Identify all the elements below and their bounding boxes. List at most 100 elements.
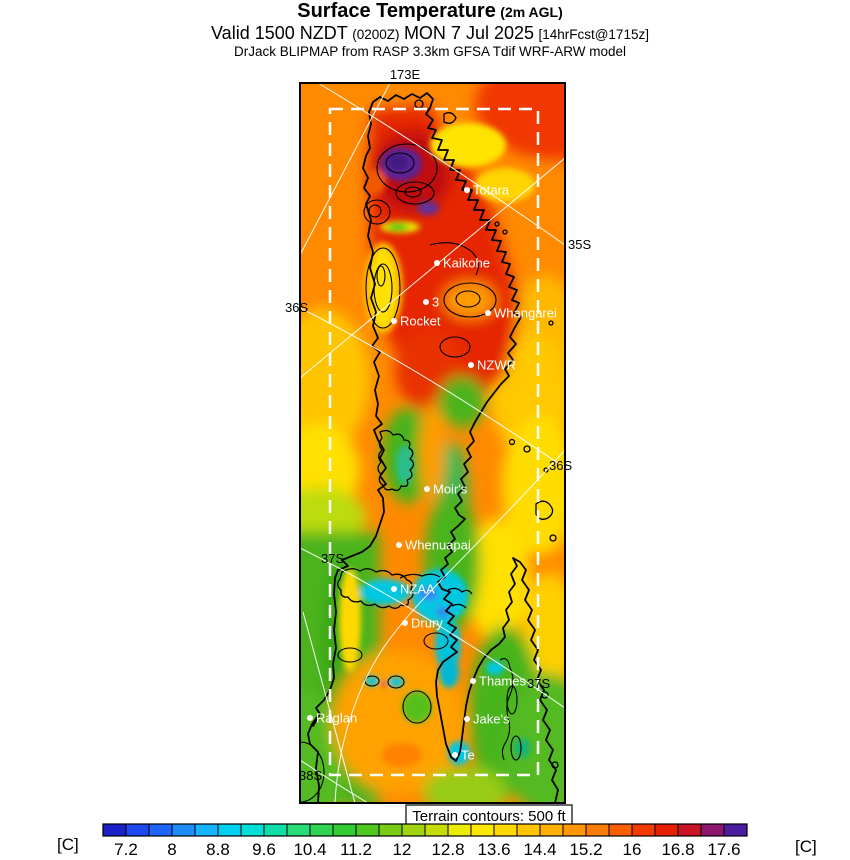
colorbar-tick-label: 14.4: [523, 840, 556, 859]
colorbar-segment: [240, 823, 265, 837]
colorbar-segment: [608, 823, 633, 837]
colorbar-segment: [677, 823, 702, 837]
place-label: 3: [432, 295, 439, 310]
colorbar-segment: [585, 823, 610, 837]
place-label: Moir's: [433, 482, 468, 497]
place-marker: Drury: [402, 616, 443, 631]
graticule-label: 36S: [285, 300, 308, 315]
colorbar-segment: [217, 823, 242, 837]
colorbar-tick-label: 9.6: [252, 840, 276, 859]
colorbar-tick-label: 12: [393, 840, 412, 859]
colorbar-segment: [286, 823, 311, 837]
terrain-note: Terrain contours: 500 ft: [405, 804, 573, 828]
colorbar-segment: [148, 823, 173, 837]
colorbar-segment: [700, 823, 725, 837]
place-dot: [485, 310, 491, 316]
place-label: Te: [461, 748, 475, 763]
colorbar-tick-label: 10.4: [293, 840, 326, 859]
colorbar-tick-label: 15.2: [569, 840, 602, 859]
colorbar-segment: [194, 823, 219, 837]
place-dot: [402, 620, 408, 626]
place-label: Thames: [479, 674, 526, 689]
place-marker: Moir's: [424, 482, 468, 497]
page-title: Surface Temperature (2m AGL): [5, 0, 850, 23]
colorbar-tick-label: 7.2: [114, 840, 138, 859]
place-label: NZWR: [477, 358, 516, 373]
valid-date: MON 7 Jul 2025: [403, 23, 534, 43]
place-dot: [434, 260, 440, 266]
place-marker: NZAA: [391, 582, 435, 597]
title-text: Surface Temperature: [297, 0, 496, 22]
place-marker: Raglan: [307, 711, 357, 726]
graticule-label: 173E: [390, 67, 421, 82]
coastline: [307, 92, 559, 803]
model-line: DrJack BLIPMAP from RASP 3.3km GFSA Tdif…: [233, 44, 627, 60]
place-marker: 3: [423, 295, 439, 310]
graticule-lines: [300, 83, 565, 803]
valid-zulu: (0200Z): [352, 27, 400, 42]
place-label: Kaikohe: [443, 256, 490, 271]
graticule-label: 37S: [527, 676, 550, 691]
place-label: Rocket: [400, 314, 441, 329]
place-dot: [464, 187, 470, 193]
place-marker: Whenuapai: [396, 538, 471, 553]
terrain-note-text: Terrain contours: 500 ft: [412, 808, 566, 825]
place-dot: [452, 752, 458, 758]
colorbar-segment: [470, 823, 495, 837]
valid-time: Valid 1500 NZDT: [211, 23, 348, 43]
place-label: Whenuapai: [405, 538, 471, 553]
place-marker: Totara: [464, 183, 510, 198]
colorbar-tick-label: 8.8: [206, 840, 230, 859]
colorbar-segment: [401, 823, 426, 837]
colorbar-segment: [355, 823, 380, 837]
colorbar-segment: [539, 823, 564, 837]
graticule-label: 36S: [549, 458, 572, 473]
colorbar-tick-label: 16: [623, 840, 642, 859]
colorbar-segment: [631, 823, 656, 837]
place-label: Drury: [411, 616, 443, 631]
place-marker: Kaikohe: [434, 256, 490, 271]
colorbar-tick-labels: 7.2 8 8.8 9.6 10.4 11.2 12 12.8 13.6 14.4 15.2 16 16…: [114, 840, 740, 859]
colorbar-tick-label: 12.8: [431, 840, 464, 859]
colorbar-segment: [102, 823, 127, 837]
header: Surface Temperature (2m AGL) Valid 1500 …: [5, 0, 850, 60]
colorbar-segment: [723, 823, 748, 837]
graticule-label: 37S: [321, 551, 344, 566]
colorbar-tick-label: 16.8: [661, 840, 694, 859]
colorbar-tick-label: 17.6: [707, 840, 740, 859]
place-markers: Totara Kaikohe 3 Rocket Whangarei NZWR Moir's W…: [307, 183, 557, 763]
place-label: Totara: [473, 183, 510, 198]
place-dot: [396, 542, 402, 548]
place-marker: Te: [452, 748, 475, 763]
colorbar-segment: [424, 823, 449, 837]
colorbar-segment: [516, 823, 541, 837]
place-label: Raglan: [316, 711, 357, 726]
graticule-label: 35S: [568, 237, 591, 252]
colorbar-segment: [125, 823, 150, 837]
colorbar-segment: [447, 823, 472, 837]
colorbar-segment: [263, 823, 288, 837]
colorbar-segments: [102, 823, 748, 837]
colorbar-tick-label: 8: [167, 840, 176, 859]
place-dot: [307, 715, 313, 721]
colorbar-segment: [378, 823, 403, 837]
colorbar-tick-label: 13.6: [477, 840, 510, 859]
place-marker: Jake's: [464, 712, 510, 727]
place-dot: [424, 486, 430, 492]
map-border: [299, 82, 566, 804]
place-label: NZAA: [400, 582, 435, 597]
valid-fcst: [14hrFcst@1715z]: [538, 27, 649, 42]
place-dot: [391, 586, 397, 592]
model-domain-box: [328, 107, 540, 777]
title-suffix: (2m AGL): [500, 4, 563, 20]
graticule-label: 38S: [299, 768, 322, 783]
colorbar-unit-right: [C]: [795, 837, 817, 856]
colorbar-segment: [493, 823, 518, 837]
place-marker: Rocket: [391, 314, 441, 329]
place-marker: Whangarei: [485, 306, 557, 321]
place-dot: [391, 318, 397, 324]
colorbar-segment: [562, 823, 587, 837]
graticule-labels: 173E 35S 36S 36S 37S 37S 38S: [285, 67, 591, 783]
